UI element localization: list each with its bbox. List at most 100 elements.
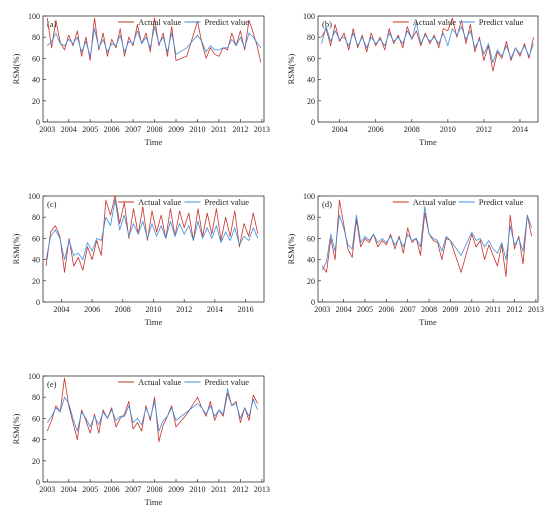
x-tick-label: 2005 bbox=[82, 485, 98, 494]
y-tick-label: 80 bbox=[307, 213, 315, 222]
x-tick-label: 2013 bbox=[254, 485, 270, 494]
panel-label: (d) bbox=[322, 199, 332, 209]
y-tick-label: 40 bbox=[32, 256, 40, 265]
panel-label: (c) bbox=[47, 199, 57, 209]
legend-entry: Predict value bbox=[479, 17, 524, 27]
y-tick-label: 60 bbox=[307, 54, 315, 63]
panel-label: (e) bbox=[47, 379, 57, 389]
y-tick-label: 80 bbox=[32, 33, 40, 42]
y-tick-label: 20 bbox=[32, 277, 40, 286]
x-tick-label: 2007 bbox=[125, 125, 141, 134]
x-tick-label: 2004 bbox=[332, 125, 348, 134]
series-line-predict bbox=[46, 388, 258, 432]
plot-frame bbox=[42, 195, 265, 303]
y-tick-label: 40 bbox=[32, 436, 40, 445]
x-tick-label: 2006 bbox=[104, 125, 120, 134]
legend-entry: Actual value bbox=[138, 197, 181, 207]
x-tick-label: 2007 bbox=[400, 305, 416, 314]
x-tick-label: 2010 bbox=[440, 125, 456, 134]
x-tick-label: 2006 bbox=[104, 485, 120, 494]
x-tick-label: 2012 bbox=[232, 125, 248, 134]
x-tick-label: 2007 bbox=[125, 485, 141, 494]
legend-entry: Predict value bbox=[204, 17, 249, 27]
series-line-actual bbox=[321, 199, 532, 278]
x-tick-label: 2005 bbox=[82, 125, 98, 134]
x-tick-label: 2005 bbox=[357, 305, 373, 314]
series-line-actual bbox=[45, 195, 259, 273]
x-tick-label: 2011 bbox=[485, 305, 501, 314]
x-tick-label: 2008 bbox=[147, 485, 163, 494]
x-tick-label: 2003 bbox=[39, 485, 55, 494]
y-tick-label: 100 bbox=[28, 12, 40, 21]
x-tick-label: 2008 bbox=[421, 305, 437, 314]
x-tick-label: 2006 bbox=[84, 305, 100, 314]
y-tick-label: 0 bbox=[36, 478, 40, 487]
chart-panel: 0 20 40 60 80 100 2004 2006 2008 2010 2012 2014 2016… bbox=[11, 192, 265, 327]
panel-label: (a) bbox=[47, 19, 57, 29]
y-axis-title: RSM(%) bbox=[11, 53, 21, 84]
legend-entry: Predict value bbox=[479, 197, 524, 207]
y-tick-label: 60 bbox=[32, 414, 40, 423]
x-tick-label: 2004 bbox=[61, 485, 77, 494]
y-tick-label: 0 bbox=[36, 298, 40, 307]
y-tick-label: 40 bbox=[307, 256, 315, 265]
y-axis-title: RSM(%) bbox=[11, 413, 21, 444]
legend-entry: Actual value bbox=[138, 17, 181, 27]
y-tick-label: 20 bbox=[32, 457, 40, 466]
y-tick-label: 0 bbox=[311, 298, 315, 307]
x-tick-label: 2009 bbox=[168, 485, 184, 494]
x-tick-label: 2006 bbox=[378, 305, 394, 314]
series-line-predict bbox=[45, 199, 259, 261]
y-tick-label: 0 bbox=[36, 118, 40, 127]
chart-panel: 0 20 40 60 80 100 2003 2004 2005 2006 2007 2008 2009… bbox=[11, 372, 270, 507]
x-tick-label: 2009 bbox=[168, 125, 184, 134]
y-tick-label: 100 bbox=[28, 192, 40, 201]
x-tick-label: 2010 bbox=[464, 305, 480, 314]
y-tick-label: 80 bbox=[307, 33, 315, 42]
y-tick-label: 60 bbox=[32, 54, 40, 63]
x-tick-label: 2013 bbox=[528, 305, 544, 314]
x-tick-label: 2012 bbox=[176, 305, 192, 314]
x-tick-label: 2010 bbox=[189, 125, 205, 134]
plot-frame bbox=[317, 15, 539, 123]
y-axis-title: RSM(%) bbox=[286, 233, 296, 264]
x-tick-label: 2014 bbox=[207, 305, 223, 314]
x-tick-label: 2006 bbox=[368, 125, 384, 134]
x-tick-label: 2008 bbox=[404, 125, 420, 134]
y-axis-title: RSM(%) bbox=[286, 53, 296, 84]
y-tick-label: 20 bbox=[307, 277, 315, 286]
x-tick-label: 2012 bbox=[507, 305, 523, 314]
y-tick-label: 60 bbox=[32, 234, 40, 243]
chart-panel: 0 20 40 60 80 100 2003 2004 2005 2006 2007 2008 2009… bbox=[11, 12, 270, 147]
plot-frame bbox=[317, 195, 539, 303]
legend-entry: Actual value bbox=[413, 17, 456, 27]
legend-entry: Predict value bbox=[204, 197, 249, 207]
x-axis-title: Time bbox=[419, 317, 437, 327]
y-tick-label: 40 bbox=[32, 76, 40, 85]
series-line-predict bbox=[321, 206, 532, 271]
y-axis-title: RSM(%) bbox=[11, 233, 21, 264]
chart-panel: 0 20 40 60 80 100 2004 2006 2008 2010 2012 2014 Time… bbox=[286, 12, 539, 147]
y-tick-label: 20 bbox=[32, 97, 40, 106]
legend-entry: Predict value bbox=[204, 377, 249, 387]
x-tick-label: 2008 bbox=[147, 125, 163, 134]
y-tick-label: 100 bbox=[303, 192, 315, 201]
chart-panel: 0 20 40 60 80 100 2003 2004 2005 2006 2007 2008 2009… bbox=[286, 192, 544, 327]
x-tick-label: 2012 bbox=[232, 485, 248, 494]
y-tick-label: 40 bbox=[307, 76, 315, 85]
plot-frame bbox=[42, 15, 265, 123]
x-tick-label: 2013 bbox=[254, 125, 270, 134]
x-tick-label: 2011 bbox=[211, 485, 227, 494]
x-tick-label: 2003 bbox=[314, 305, 330, 314]
y-tick-label: 60 bbox=[307, 234, 315, 243]
y-tick-label: 0 bbox=[311, 118, 315, 127]
x-axis-title: Time bbox=[419, 137, 437, 147]
y-tick-label: 100 bbox=[28, 372, 40, 381]
legend-entry: Actual value bbox=[138, 377, 181, 387]
series-line-predict bbox=[321, 21, 534, 63]
y-tick-label: 100 bbox=[303, 12, 315, 21]
x-tick-label: 2004 bbox=[61, 125, 77, 134]
x-tick-label: 2003 bbox=[39, 125, 55, 134]
y-tick-label: 80 bbox=[32, 393, 40, 402]
